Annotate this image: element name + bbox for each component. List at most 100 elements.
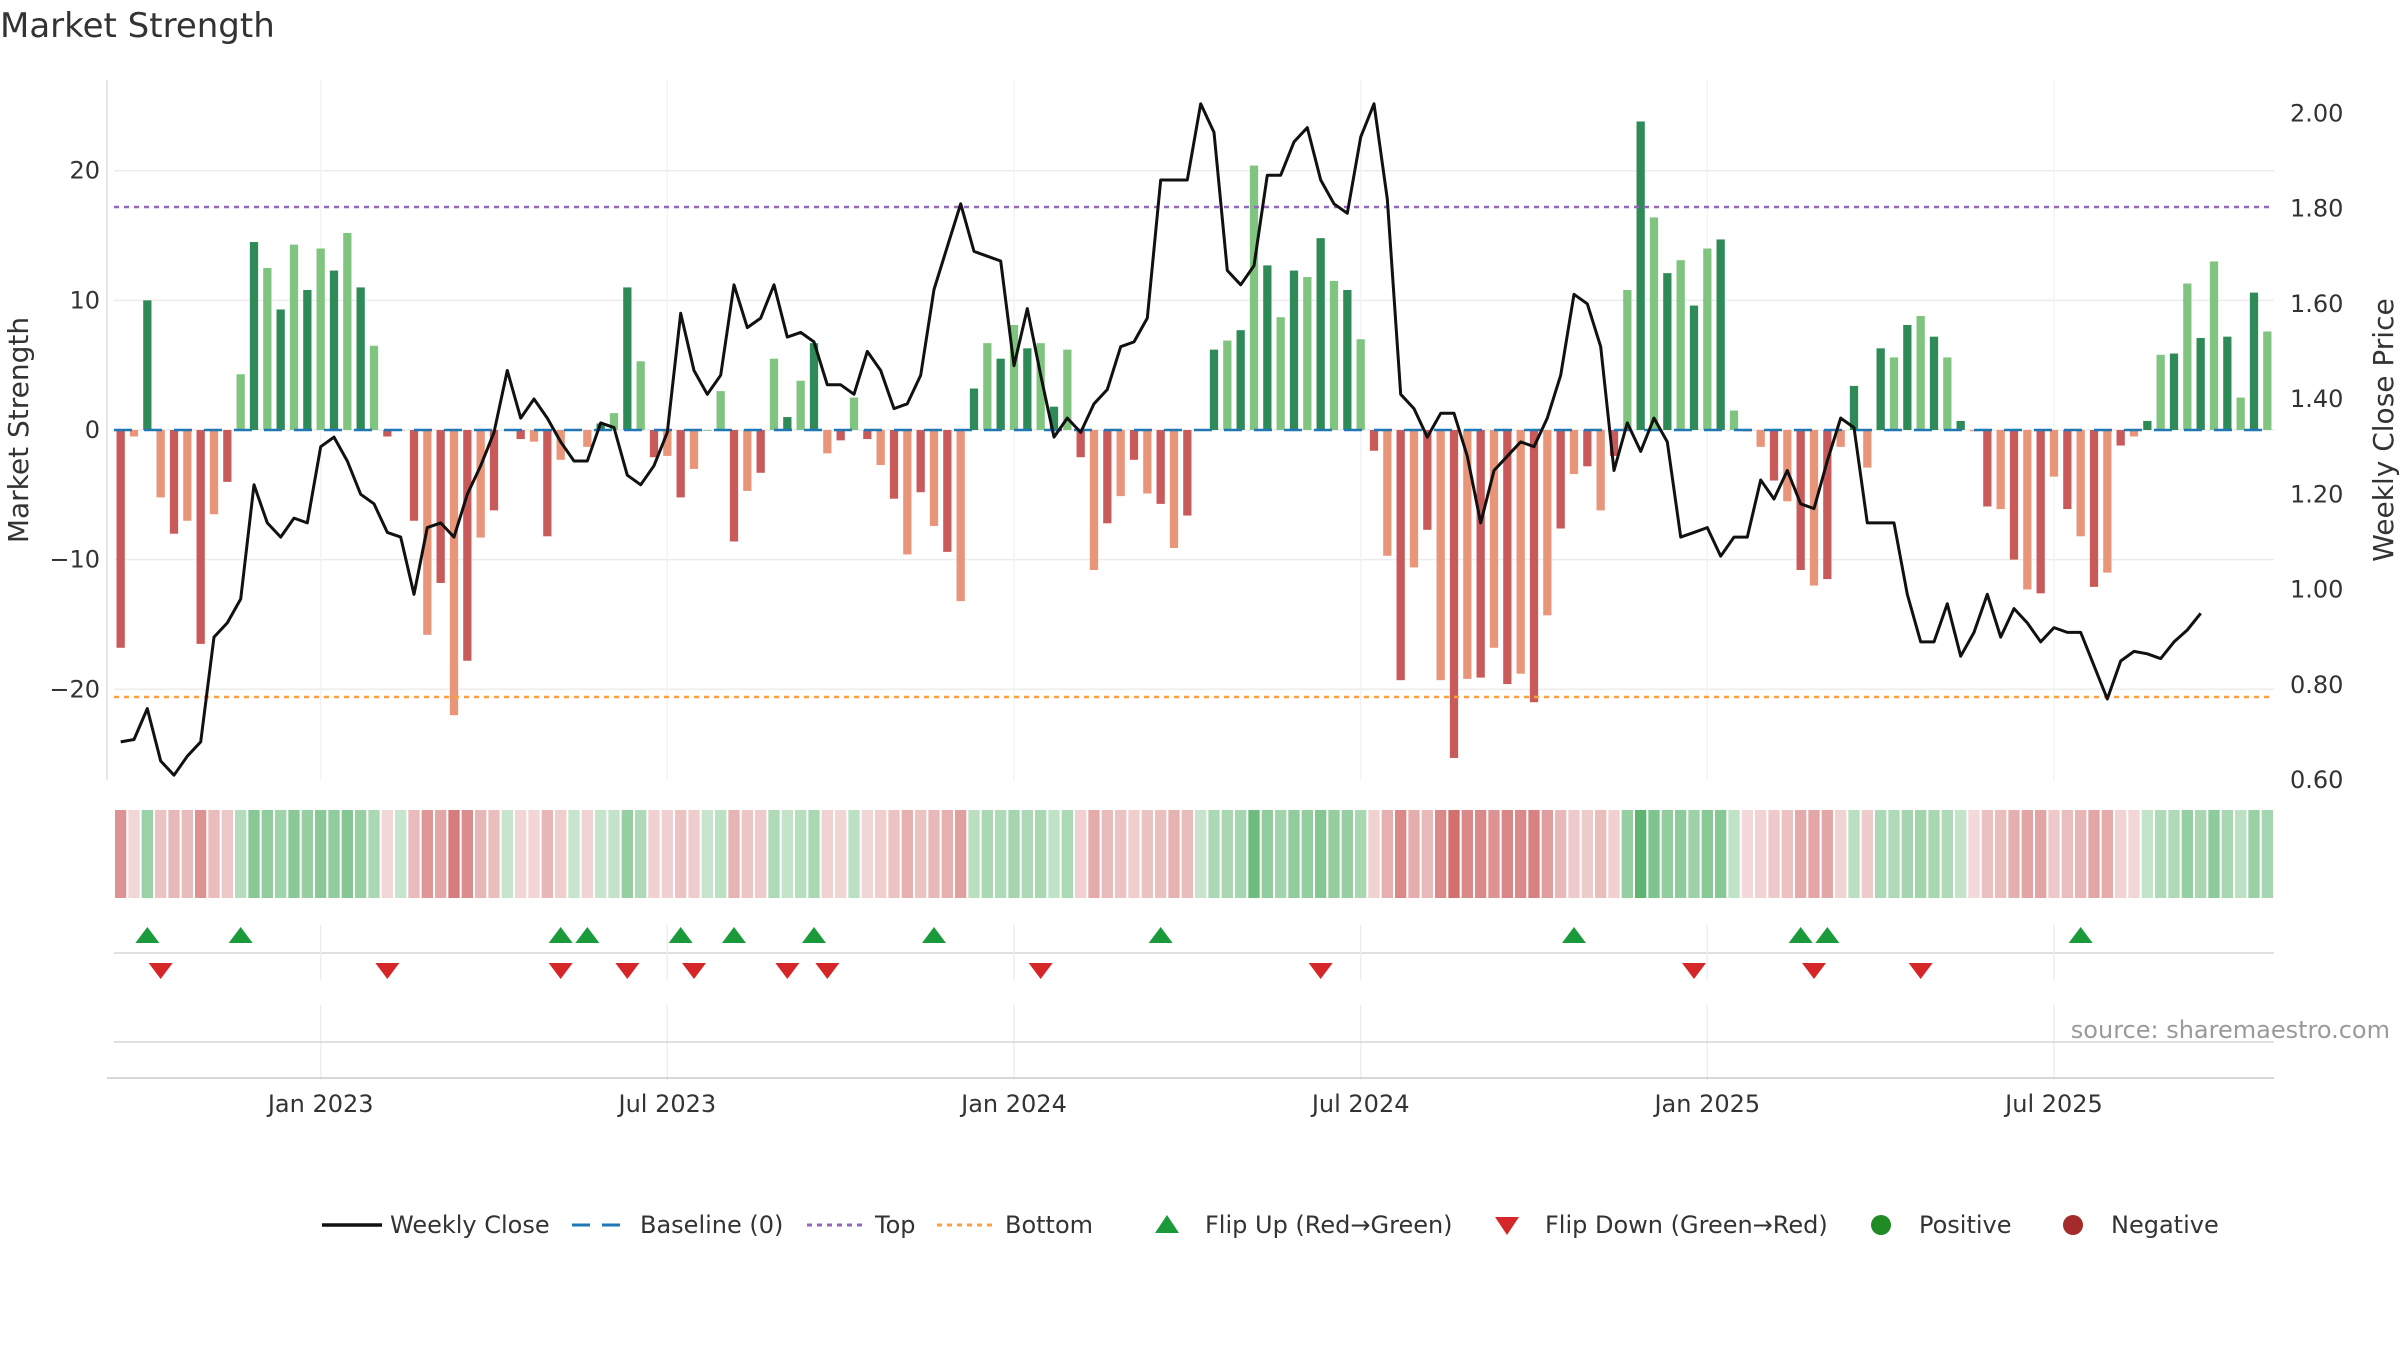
heat-cell [1955,810,1967,898]
heat-cell [808,810,820,898]
heat-cell [2248,810,2260,898]
strength-heat-strip [115,810,2273,898]
legend-label: Positive [1919,1211,2012,1239]
strength-bar [1823,430,1832,580]
strength-bar [1476,430,1485,678]
strength-bar [729,430,739,542]
heat-cell [688,810,700,898]
axes: 20 10 0 −10 −20 2.00 1.80 1.60 1.40 1.20 1.00 0.80 0… [2,80,2400,794]
legend-label: Weekly Close [390,1211,550,1239]
strength-bar [1609,430,1619,456]
legend-label: Flip Down (Green→Red) [1545,1211,1828,1239]
heat-cell [2128,810,2140,898]
heat-cell [1075,810,1087,898]
strength-bar [2036,430,2045,594]
y-left-tick-label: −20 [49,675,100,703]
heat-cell [168,810,180,898]
legend-label: Negative [2111,1211,2219,1239]
legend-item: Negative [2063,1211,2219,1239]
heat-cell [181,810,193,898]
flip-up-marker [548,927,573,943]
heat-cell [1248,810,1260,898]
heat-cell [1328,810,1340,898]
reference-lines [114,205,2274,699]
strength-bar [1423,430,1432,530]
strength-bar [623,287,632,430]
heat-cell [1155,810,1167,898]
heat-cell [1728,810,1740,898]
heat-cell [1941,810,1953,898]
heat-cell [1808,810,1820,898]
heat-cell [1768,810,1780,898]
flip-up-marker [1815,927,1840,943]
x-tick-label: Jan 2024 [959,1090,1067,1118]
heat-cell [875,810,887,898]
strength-bar [1876,348,1885,430]
strength-bar [1023,348,1032,430]
strength-bar [689,430,699,469]
heat-cell [1288,810,1300,898]
heat-cell [1421,810,1433,898]
heat-cell [315,810,327,898]
strength-bar [1983,430,1992,507]
heat-cell [1901,810,1913,898]
heat-cell [2061,810,2073,898]
heat-cell [848,810,860,898]
strength-bar [196,430,205,644]
heat-cell [955,810,967,898]
heat-cell [995,810,1007,898]
heat-cell [1381,810,1393,898]
x-tick-label: Jul 2024 [1310,1090,1410,1118]
legend-triangle-down-icon [1495,1217,1519,1235]
strength-bar [276,309,285,430]
heat-cell [1275,810,1287,898]
strength-bar [703,430,712,431]
strength-bar [2209,261,2219,430]
heat-cell [741,810,753,898]
heat-cell [608,810,620,898]
strength-bar [1383,430,1392,556]
strength-bar [1303,277,1312,430]
legend-circle-icon [2063,1215,2083,1235]
strength-bar [1849,385,1859,430]
strength-bar [329,270,339,430]
heat-cell [861,810,873,898]
heat-cell [1408,810,1420,898]
strength-bar [1543,430,1552,616]
heat-cell [368,810,380,898]
heat-cell [821,810,833,898]
heat-cell [1928,810,1940,898]
heat-cell [1008,810,1020,898]
heat-cell [528,810,540,898]
strength-bar [1236,330,1245,430]
strength-bar [143,300,152,430]
strength-bar [2089,430,2099,587]
y-right-tick-label: 0.60 [2290,766,2343,794]
heat-cell [448,810,460,898]
legend-label: Baseline (0) [640,1211,783,1239]
heat-cell [2021,810,2033,898]
heat-cell [1581,810,1593,898]
strength-bar [2076,430,2085,537]
heat-cell [1088,810,1100,898]
strength-bar [1289,270,1299,430]
strength-bar [129,430,139,437]
legend-label: Bottom [1005,1211,1093,1239]
strength-bar [436,430,445,583]
heat-cell [395,810,407,898]
strength-bar [2103,430,2112,573]
strength-bar [183,430,192,521]
legend-circle-icon [1871,1215,1891,1235]
strength-bar [1676,260,1685,430]
strength-bar [236,374,245,430]
strength-bar [1996,430,2005,510]
heat-cell [1675,810,1687,898]
heat-cell [1688,810,1700,898]
heat-cell [1168,810,1180,898]
strength-bars [116,121,2272,758]
heat-cell [1648,810,1660,898]
strength-bar [2236,397,2245,430]
heat-cell [248,810,260,898]
heat-cell [675,810,687,898]
strength-bar [1009,325,1019,430]
